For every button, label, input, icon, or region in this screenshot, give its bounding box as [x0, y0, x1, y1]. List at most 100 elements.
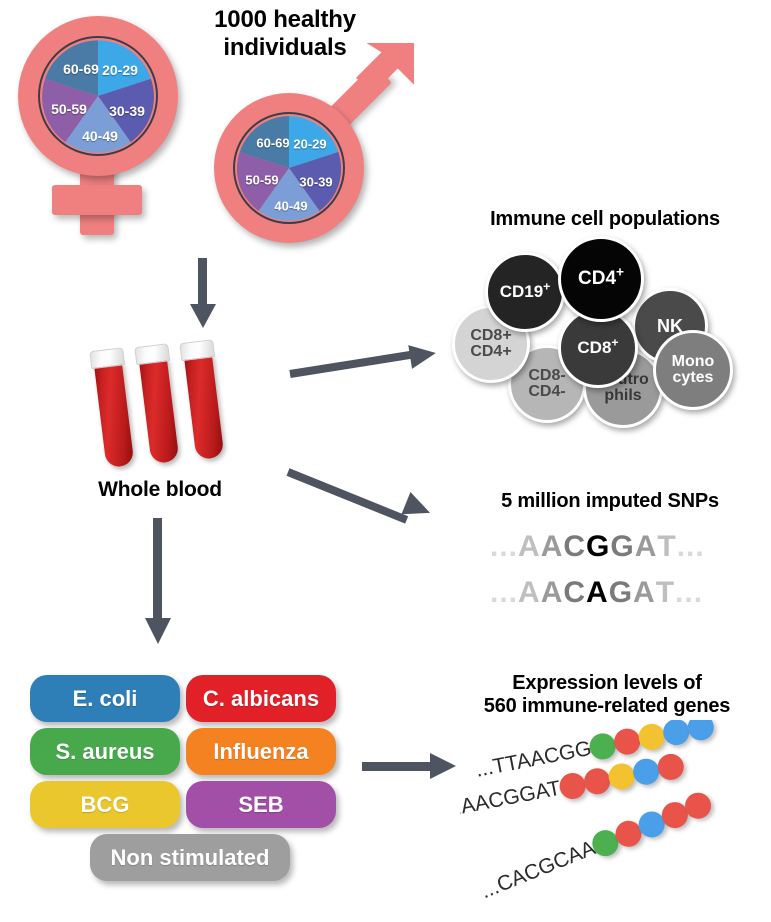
gene-strand-sequence: ...CACGCAA [477, 836, 599, 904]
snp-base: G [610, 530, 635, 563]
gene-strand-sequence: ...AACGGAT [460, 776, 563, 822]
arrow-head [190, 304, 216, 328]
snp-sequences: ...AACGGAT... ...AACAGAT... [490, 530, 740, 620]
arrow-head [430, 753, 456, 779]
arrow-blood-to-stimulations [140, 518, 174, 646]
snp-variant-base-1: G [586, 530, 611, 563]
arrow-shaft [289, 350, 418, 378]
expression-title: Expression levels of 560 immune-related … [452, 672, 762, 718]
arrow-shaft [153, 518, 162, 622]
expression-bead [612, 726, 643, 757]
stimulation-non-stimulated[interactable]: Non stimulated [90, 834, 290, 881]
immune-cell-label-line2: CD4+ [470, 343, 512, 360]
immune-cell-monocytes: Mono cytes [653, 330, 733, 410]
snp-allele-2: ...AACAGAT... [490, 576, 703, 610]
expression-bead [685, 720, 717, 743]
blood-tube-3 [179, 339, 231, 464]
stimulation-panel: E. coli C. albicans S. aureus Influenza … [30, 675, 340, 890]
arrow-shaft [286, 468, 409, 524]
immune-cell-cluster: CD19+ CD4+ CD8+ CD4+ CD8+ NK CD8- CD4- N… [440, 230, 771, 430]
male-age-pie: 20-29 30-39 40-49 50-59 60-69 [233, 112, 345, 224]
male-symbol: 20-29 30-39 40-49 50-59 60-69 [210, 43, 414, 250]
snp-dots-left: ... [490, 530, 519, 563]
expression-title-line1: Expression levels of [512, 672, 702, 694]
snp-variant-base-2: A [586, 576, 609, 609]
blood-tube-2 [134, 343, 186, 468]
snp-base: A [634, 530, 658, 563]
stimulation-influenza[interactable]: Influenza [186, 728, 336, 775]
immune-cell-label-line2: phils [604, 387, 642, 404]
arrow-head [408, 341, 438, 369]
female-symbol: 20-29 30-39 40-49 50-59 60-69 [8, 10, 188, 235]
female-pie-label-20-29: 20-29 [102, 62, 138, 78]
immune-cell-label-line1: Mono [671, 352, 715, 370]
arrow-blood-to-immune [289, 338, 455, 383]
snp-base: C [563, 576, 587, 609]
stimulation-s-aureus[interactable]: S. aureus [30, 728, 180, 775]
snp-base: A [540, 576, 564, 609]
snp-title: 5 million imputed SNPs [501, 490, 719, 512]
arrow-head [145, 618, 171, 644]
stimulation-bcg[interactable]: BCG [30, 781, 180, 828]
male-pie-label-50-59: 50-59 [245, 172, 279, 188]
snp-allele-1: ...AACGGAT... [490, 530, 705, 564]
expression-bead [636, 721, 668, 753]
female-age-pie: 20-29 30-39 40-49 50-59 60-69 [38, 36, 158, 156]
male-pie-svg [236, 116, 342, 221]
arrow-cohort-to-blood [185, 258, 219, 330]
expression-bead [630, 756, 662, 788]
snp-base: A [540, 530, 564, 563]
immune-populations-title: Immune cell populations [490, 208, 720, 230]
female-pie-label-60-69: 60-69 [63, 61, 99, 77]
male-pie-label-60-69: 60-69 [256, 135, 290, 151]
female-pie-label-40-49: 40-49 [82, 128, 118, 144]
snp-dots-right: ... [676, 530, 705, 563]
immune-cell-cd4: CD4+ [558, 236, 644, 322]
tube-body [183, 353, 225, 461]
tube-body [138, 357, 180, 465]
expression-title-line2: 560 immune-related genes [483, 695, 731, 717]
stimulation-c-albicans[interactable]: C. albicans [186, 675, 336, 722]
snp-base: T [655, 576, 676, 609]
immune-cell-label: CD8+ [577, 335, 619, 358]
snp-dots-left: ... [490, 576, 519, 609]
arrow-shaft [362, 762, 434, 771]
whole-blood-label: Whole blood [98, 478, 222, 501]
stimulation-seb[interactable]: SEB [186, 781, 336, 828]
snp-base: C [563, 530, 587, 563]
female-pie-svg [42, 40, 154, 153]
snp-base: T [657, 530, 677, 563]
tube-body [93, 361, 135, 469]
expression-bead [581, 766, 613, 797]
immune-cell-label: CD19+ [499, 279, 551, 302]
whole-blood-tubes [89, 339, 255, 475]
female-pie-label-50-59: 50-59 [51, 101, 87, 117]
immune-cell-label-line1: CD8+ [470, 326, 512, 344]
immune-cell-label-line2: CD4- [528, 383, 566, 400]
immune-cell-cd19: CD19+ [485, 252, 565, 332]
arrow-shaft [198, 258, 207, 308]
snp-base: G [608, 576, 634, 609]
blood-tube-1 [89, 347, 141, 472]
cohort-title-line2: individuals [223, 33, 347, 61]
stimulation-e-coli[interactable]: E. coli [30, 675, 180, 722]
male-pie-label-40-49: 40-49 [274, 198, 308, 214]
gene-strands: ...TTAACGG ...AACGGAT ...CACGCAA [460, 720, 771, 915]
arrow-stimulations-to-expression [362, 750, 472, 790]
expression-bead [606, 761, 637, 792]
male-pie-label-20-29: 20-29 [293, 136, 327, 152]
cohort-title: 1000 healthy individuals [170, 6, 400, 61]
male-pie-label-30-39: 30-39 [299, 174, 333, 190]
snp-base: A [518, 576, 541, 609]
immune-cell-label: CD4+ [578, 264, 624, 290]
snp-dots-right: ... [675, 576, 704, 609]
female-stem-horizontal [52, 185, 142, 215]
cohort-title-line1: 1000 healthy [214, 6, 356, 33]
immune-cell-label-line2: cytes [672, 369, 714, 386]
immune-cell-label: NK [657, 315, 683, 336]
arrow-blood-to-snps [286, 462, 458, 547]
expression-bead [655, 751, 686, 783]
snp-base: A [518, 530, 541, 563]
immune-cell-label-line1: CD8- [528, 366, 566, 384]
